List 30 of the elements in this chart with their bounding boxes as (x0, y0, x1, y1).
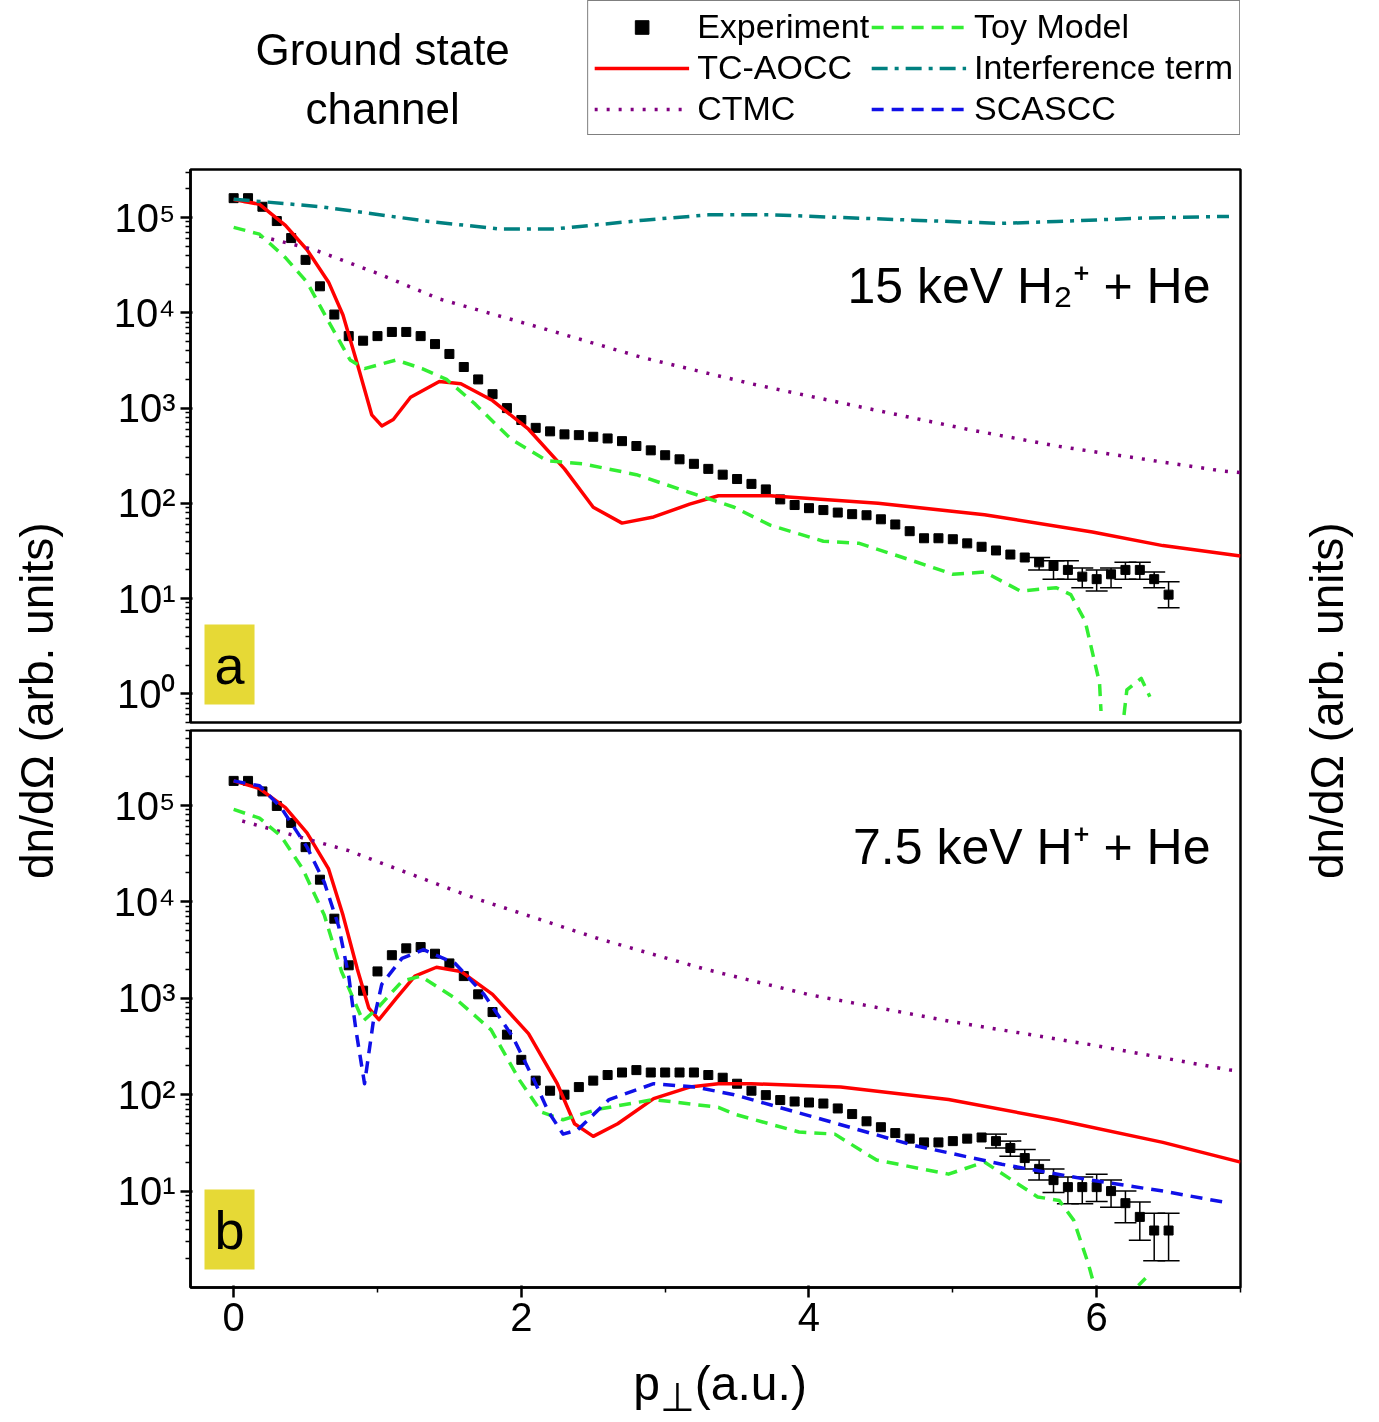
legend-label: Interference term (974, 48, 1233, 87)
y-tick-label: 10¹ (117, 576, 176, 621)
legend-label: Experiment (697, 7, 870, 46)
x-tick-label: 4 (797, 1294, 821, 1339)
x-axis-title: p$_{⊥}$(a.u.) (632, 1356, 808, 1421)
y-tick-label: 10² (117, 1072, 176, 1117)
y-tick-label: 10¹ (117, 1169, 176, 1214)
y-tick-label: 10⁵ (114, 783, 176, 828)
y-tick-label: 10⁵ (114, 195, 176, 240)
legend-label: SCASCC (974, 89, 1116, 128)
annotation: b (214, 1199, 245, 1260)
chart-title: Ground state channel (255, 25, 510, 133)
x-tick-label: 6 (1085, 1294, 1108, 1339)
legend-label: TC-AOCC (697, 48, 853, 87)
y-axis-title: dn/dΩ (arb. units) (1300, 521, 1354, 882)
annotation: 15 keV H₂⁺ + He (847, 257, 1211, 314)
y-tick-label: 10⁴ (113, 879, 176, 924)
y-tick-label: 10² (117, 481, 176, 526)
line-series (257, 234, 1241, 475)
y-tick-label: 10³ (117, 976, 176, 1021)
y-tick-label: 10³ (117, 386, 176, 431)
x-tick-label: 0 (222, 1294, 245, 1339)
y-tick-label: 10⁰ (117, 671, 176, 716)
annotation: a (214, 634, 246, 695)
y-tick-label: 10⁴ (113, 290, 176, 335)
legend-label: CTMC (697, 89, 796, 128)
legend-label: Toy Model (974, 7, 1130, 46)
y2-axis-title: dn/dΩ (arb. units) (10, 521, 64, 882)
annotation: 7.5 keV H⁺ + He (853, 818, 1211, 875)
x-tick-label: 2 (510, 1294, 533, 1339)
